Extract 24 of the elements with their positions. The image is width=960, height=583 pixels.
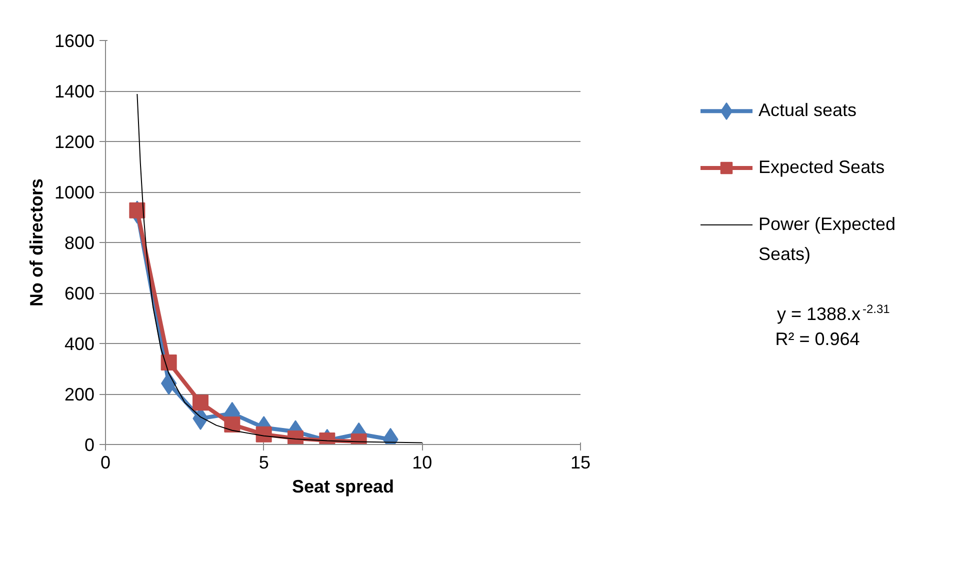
x-tick-label: 15 xyxy=(570,452,591,472)
y-tick-label: 1400 xyxy=(54,82,95,102)
point xyxy=(256,426,272,442)
x-tick-label: 0 xyxy=(100,452,111,472)
text: R² = 0.964 xyxy=(775,329,860,350)
x-axis-title: Seat spread xyxy=(292,476,394,496)
legend-label: Expected Seats xyxy=(758,157,885,178)
point xyxy=(129,202,146,218)
y-tick-label: 0 xyxy=(84,435,95,455)
y-tick-label: 600 xyxy=(64,284,95,304)
y-tick-label: 1000 xyxy=(54,182,95,202)
point xyxy=(224,416,240,433)
y-tick-label: 200 xyxy=(64,384,95,404)
point xyxy=(192,394,208,411)
y-tick-label: 1600 xyxy=(54,31,95,51)
y-tick-label: 400 xyxy=(64,334,95,354)
point xyxy=(160,354,177,370)
y-axis-title: No of directors xyxy=(26,178,46,307)
y-tick-label: 1200 xyxy=(54,132,95,152)
x-tick-label: 10 xyxy=(412,452,432,472)
legend-label: Power (Expected Seats) xyxy=(758,214,896,264)
legend-label: Actual seats xyxy=(758,100,857,120)
y-tick-label: 800 xyxy=(64,233,95,253)
x-tick-label: 5 xyxy=(258,452,269,472)
